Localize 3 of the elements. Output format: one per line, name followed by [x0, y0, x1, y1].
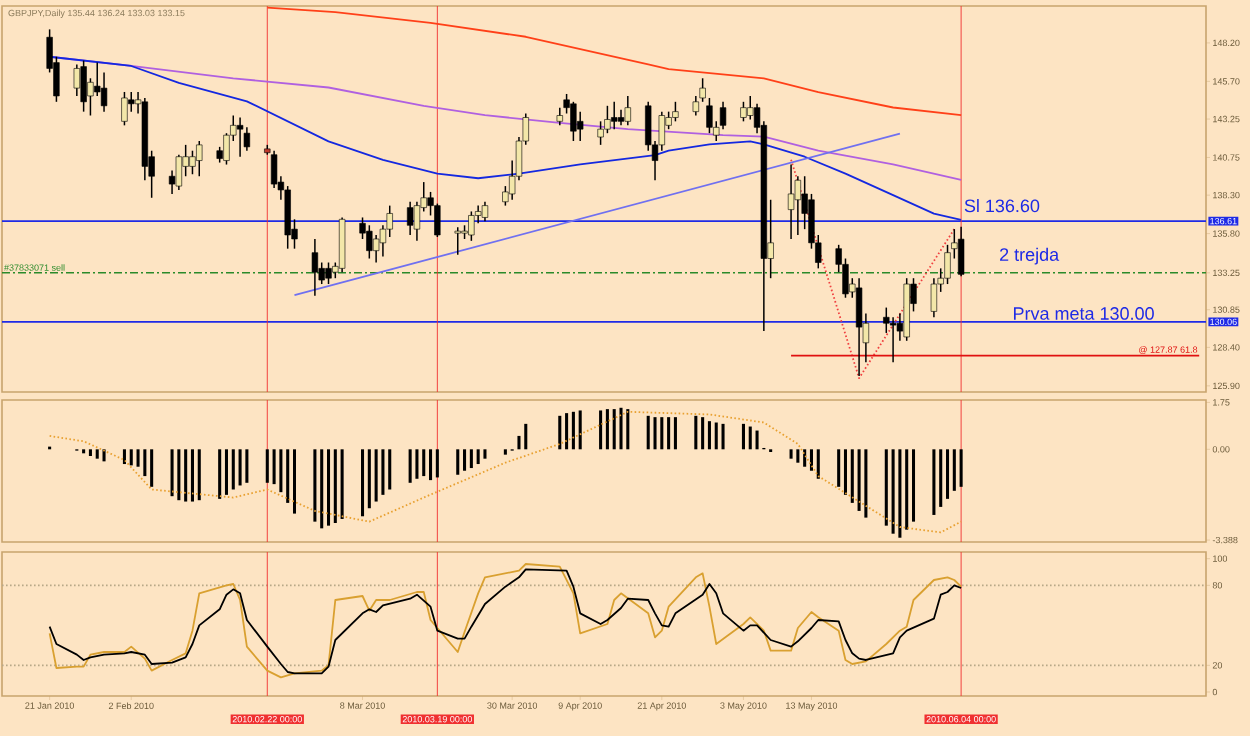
annotation: 2 trejda: [1000, 247, 1060, 265]
annotation: Sl 136.60: [964, 198, 1040, 213]
annotation: Prva meta 130.00: [1013, 307, 1154, 320]
